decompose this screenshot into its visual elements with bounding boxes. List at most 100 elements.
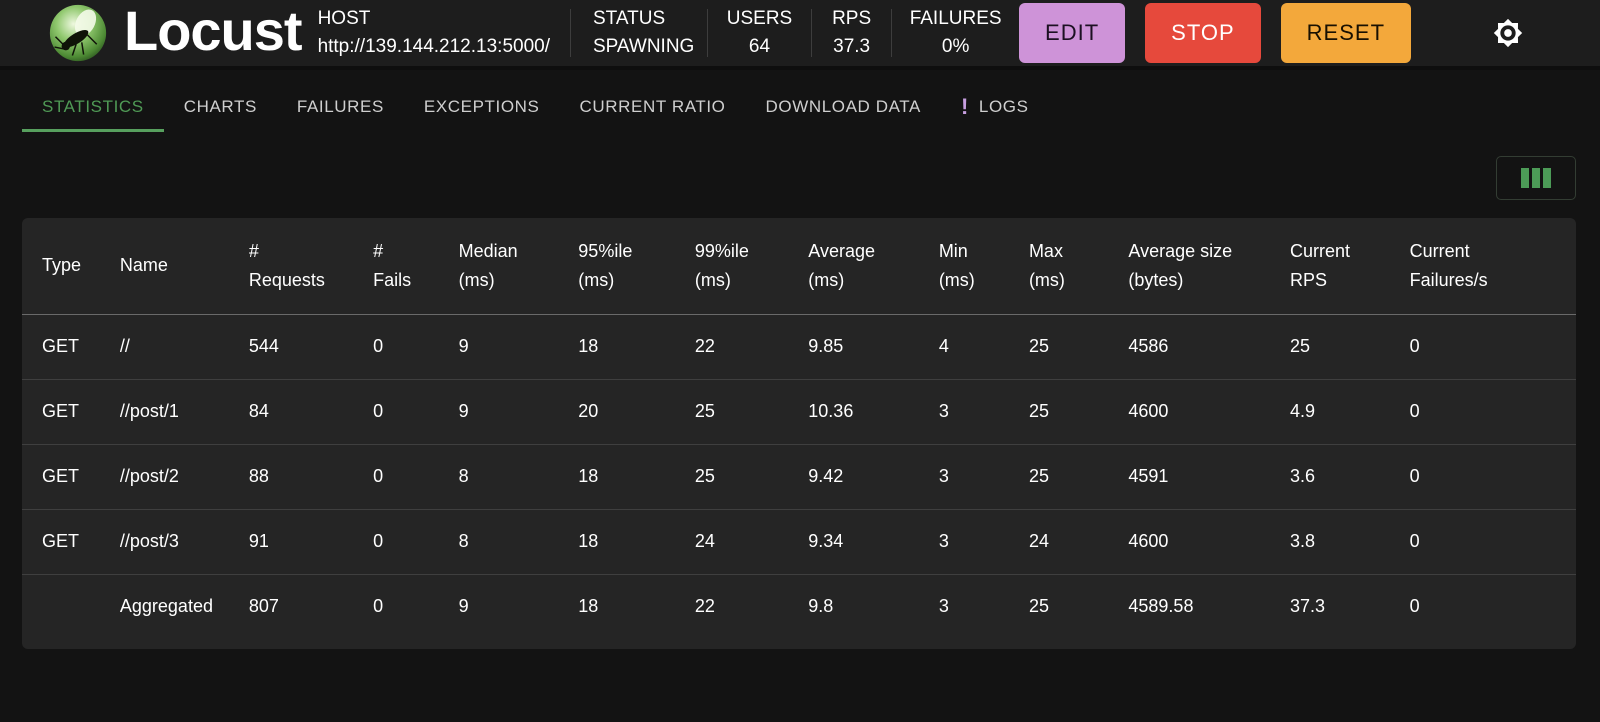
nav-tabs: STATISTICS CHARTS FAILURES EXCEPTIONS CU… <box>22 84 1600 132</box>
locust-logo-icon <box>48 3 108 63</box>
column-header-name[interactable]: Name <box>119 218 249 315</box>
cell-max: 25 <box>1028 573 1129 639</box>
cell-p99: 25 <box>694 444 809 510</box>
column-settings-button[interactable] <box>1496 156 1576 200</box>
gear-icon <box>1491 16 1525 50</box>
tab-failures[interactable]: FAILURES <box>277 84 404 132</box>
tab-statistics[interactable]: STATISTICS <box>22 84 164 132</box>
host-value: http://139.144.212.13:5000/ <box>317 35 550 57</box>
stop-button[interactable]: STOP <box>1145 3 1261 63</box>
cell-current_rps: 3.8 <box>1290 509 1410 575</box>
columns-icon <box>1521 168 1551 188</box>
cell-name[interactable]: //post/2 <box>119 444 249 510</box>
edit-button[interactable]: EDIT <box>1019 3 1126 63</box>
settings-button[interactable] <box>1491 16 1525 50</box>
cell-avg_size: 4589.58 <box>1128 573 1290 639</box>
cell-p99: 22 <box>694 573 809 639</box>
status-value: SPAWNING <box>593 35 695 57</box>
tab-label: LOGS <box>978 96 1029 116</box>
column-header-current_failures[interactable]: Current Failures/s <box>1409 218 1576 315</box>
cell-avg: 9.8 <box>808 573 939 639</box>
reset-button[interactable]: RESET <box>1280 3 1412 63</box>
cell-max: 25 <box>1028 379 1129 445</box>
tab-label: EXCEPTIONS <box>423 96 540 116</box>
cell-avg: 9.85 <box>808 314 939 380</box>
column-header-avg[interactable]: Average (ms) <box>808 218 939 315</box>
tab-download-data[interactable]: DOWNLOAD DATA <box>746 84 941 132</box>
table-toolbar <box>22 156 1576 200</box>
cell-current_failures: 0 <box>1409 314 1576 380</box>
tab-current-ratio[interactable]: CURRENT RATIO <box>560 84 746 132</box>
cell-p95: 18 <box>578 444 695 510</box>
header-divider <box>570 9 571 57</box>
cell-median: 9 <box>458 573 579 639</box>
cell-type <box>22 573 120 639</box>
statistics-table-card: Type Name # Requests # Fails Median (ms) 95%ile(… <box>22 218 1576 649</box>
cell-current_failures: 0 <box>1409 444 1576 510</box>
cell-avg_size: 4600 <box>1128 379 1290 445</box>
table-row-aggregated: Aggregated 807 0 9 18 22 9.8 3 25 4589.58 37.3 0 <box>22 573 1576 639</box>
column-header-median[interactable]: Median (ms) <box>458 218 579 315</box>
tab-label: STATISTICS <box>42 96 144 116</box>
cell-requests: 91 <box>248 509 374 575</box>
column-header-fails[interactable]: # Fails <box>373 218 459 315</box>
cell-current_rps: 3.6 <box>1290 444 1410 510</box>
column-header-avg_size[interactable]: Average size (bytes) <box>1128 218 1290 315</box>
column-header-max[interactable]: Max (ms) <box>1028 218 1129 315</box>
header-divider <box>707 9 708 57</box>
failures-block: FAILURES 0% <box>892 8 1019 58</box>
logs-alert-icon: ! <box>960 93 969 119</box>
cell-p99: 24 <box>694 509 809 575</box>
cell-min: 3 <box>938 509 1029 575</box>
cell-max: 24 <box>1028 509 1129 575</box>
header-divider <box>891 9 893 57</box>
tab-label: CURRENT RATIO <box>579 96 726 116</box>
column-header-type[interactable]: Type <box>22 218 120 315</box>
cell-type: GET <box>22 509 120 575</box>
tab-label: FAILURES <box>296 96 384 116</box>
column-header-current_rps[interactable]: Current RPS <box>1290 218 1410 315</box>
tab-label: DOWNLOAD DATA <box>765 96 921 116</box>
tab-charts[interactable]: CHARTS <box>164 84 277 132</box>
host-block: HOST http://139.144.212.13:5000/ <box>316 8 570 58</box>
table-row: GET//post/1 84 0 9 20 25 10.36 3 25 4600 4.9 0 <box>22 379 1576 445</box>
column-header-min[interactable]: Min (ms) <box>938 218 1029 315</box>
rps-value: 37.3 <box>833 35 871 57</box>
users-block[interactable]: USERS 64 <box>708 8 811 58</box>
cell-p95: 18 <box>578 573 695 639</box>
cell-name[interactable]: //post/3 <box>119 509 249 575</box>
cell-type: GET <box>22 379 120 445</box>
cell-p95: 20 <box>578 379 695 445</box>
app-header: Locust HOST http://139.144.212.13:5000/ … <box>0 0 1600 70</box>
cell-current_rps: 4.9 <box>1290 379 1410 445</box>
cell-current_rps: 37.3 <box>1290 573 1410 639</box>
cell-min: 3 <box>938 573 1029 639</box>
status-label: STATUS <box>593 7 666 29</box>
column-header-p95[interactable]: 95%ile (ms) <box>578 218 695 315</box>
table-row: GET//post/2 88 0 8 18 25 9.42 3 25 4591 3.6 0 <box>22 444 1576 510</box>
cell-max: 25 <box>1028 314 1129 380</box>
tab-exceptions[interactable]: EXCEPTIONS <box>404 84 560 132</box>
app-title: Locust <box>124 0 303 62</box>
cell-min: 3 <box>938 379 1029 445</box>
tab-logs[interactable]: ! LOGS <box>941 84 1049 132</box>
cell-name[interactable]: // <box>119 314 249 380</box>
cell-type: GET <box>22 314 120 380</box>
table-row: GET//post/3 91 0 8 18 24 9.34 3 24 4600 3.8 0 <box>22 509 1576 575</box>
cell-avg: 9.42 <box>808 444 939 510</box>
cell-avg: 10.36 <box>808 379 939 445</box>
header-actions: EDIT STOP RESET <box>1019 3 1412 63</box>
status-block: STATUS SPAWNING <box>571 7 707 58</box>
column-header-requests[interactable]: # Requests <box>248 218 374 315</box>
cell-p99: 25 <box>694 379 809 445</box>
column-header-p99[interactable]: 99%ile (ms) <box>694 218 809 315</box>
cell-p95: 18 <box>578 509 695 575</box>
cell-p99: 22 <box>694 314 809 380</box>
cell-name[interactable]: //post/1 <box>119 379 249 445</box>
cell-fails: 0 <box>373 573 459 639</box>
cell-median: 9 <box>458 379 579 445</box>
statistics-table: Type Name # Requests # Fails Median (ms) 95%ile(… <box>22 218 1576 639</box>
header-divider <box>811 9 812 57</box>
cell-avg_size: 4591 <box>1128 444 1290 510</box>
cell-fails: 0 <box>373 444 459 510</box>
